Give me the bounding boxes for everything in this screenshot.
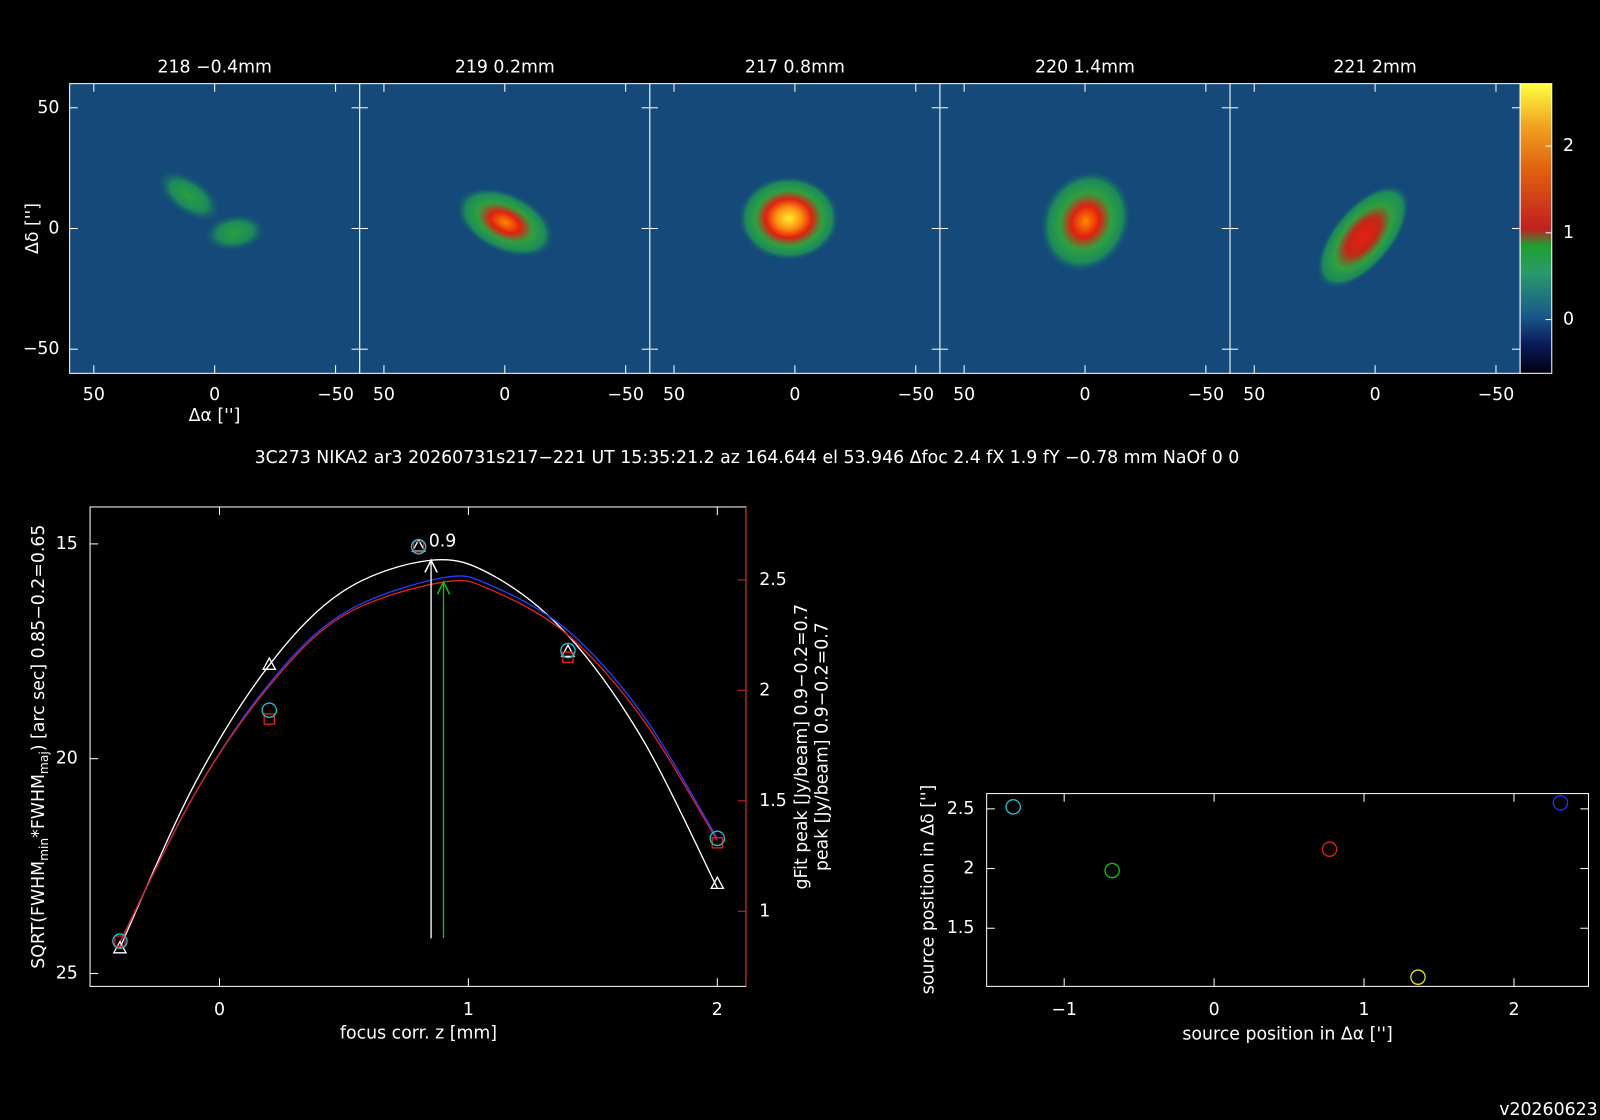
- x-tick-label: 50: [373, 385, 395, 405]
- point: [263, 713, 276, 725]
- panel-title: 217 0.8mm: [745, 57, 845, 77]
- x-tick-label: 2: [712, 1000, 723, 1020]
- y-tick-label: 1: [759, 901, 770, 921]
- y-tick-label: 2: [963, 859, 974, 879]
- panel-title: 220 1.4mm: [1035, 57, 1135, 77]
- point: [711, 837, 724, 849]
- y-axis-label-part: maj: [37, 751, 51, 774]
- x-tick-label: 50: [83, 385, 105, 405]
- fit-curve: [119, 579, 718, 943]
- y-tick-label: 2.5: [759, 570, 787, 590]
- y-tick-label: 2.5: [947, 799, 975, 819]
- x-tick-label: −50: [897, 385, 934, 405]
- x-tick-label: 0: [789, 385, 800, 405]
- point: [114, 935, 126, 947]
- x-tick-label: −1: [1051, 1000, 1077, 1020]
- y-axis-label-part: min: [37, 838, 51, 861]
- fit-curve: [119, 559, 718, 948]
- point: [560, 642, 576, 659]
- y-axis-label-part: SQRT(FWHM: [29, 861, 49, 969]
- x-tick-label: 0: [499, 385, 510, 405]
- panel-title: 221 2mm: [1333, 57, 1416, 77]
- y-tick-label: 2: [759, 680, 770, 700]
- x-tick-label: 0: [1370, 385, 1381, 405]
- fit-curve: [119, 575, 718, 943]
- point: [412, 540, 425, 553]
- point: [262, 656, 277, 670]
- point: [112, 933, 128, 949]
- y-tick-label: 20: [56, 749, 78, 769]
- point: [560, 643, 576, 658]
- source-blob: [455, 186, 555, 259]
- colorbar-frame: [1519, 83, 1553, 374]
- panel-title: 218 −0.4mm: [157, 57, 271, 77]
- point: [1321, 841, 1338, 858]
- y-axis-label: Δδ ['']: [23, 203, 43, 254]
- x-tick-label: 0: [1079, 385, 1090, 405]
- point: [709, 830, 726, 847]
- x-tick-label: −50: [1188, 385, 1225, 405]
- x-tick-label: −50: [607, 385, 644, 405]
- y-tick-label: −50: [23, 339, 60, 359]
- point: [411, 538, 426, 552]
- source-blob: [1316, 184, 1410, 289]
- colorbar-tick-label: 2: [1563, 136, 1574, 156]
- y-axis-label-part: *FWHM: [29, 774, 49, 838]
- x-axis-label: Δα ['']: [189, 406, 241, 426]
- x-tick-label: 50: [663, 385, 685, 405]
- y-tick-label: 1.5: [759, 791, 787, 811]
- version: v20260623: [1499, 1100, 1597, 1120]
- arrow-head: [436, 580, 451, 595]
- point: [1104, 862, 1120, 879]
- source-blob: [737, 175, 840, 262]
- y-axis-label: source position in Δδ ['']: [919, 785, 939, 995]
- arrow-head: [424, 558, 438, 573]
- y-tick-label: 25: [56, 963, 78, 983]
- x-tick-label: 50: [953, 385, 975, 405]
- x-tick-label: 0: [214, 1000, 225, 1020]
- x-tick-label: 0: [1209, 1000, 1220, 1020]
- y-tick-label: 0: [48, 218, 59, 238]
- y-tick-label: 50: [37, 98, 59, 118]
- panel-title: 219 0.2mm: [455, 57, 555, 77]
- y-axis-label: SQRT(FWHMmin*FWHMmaj) [arc sec] 0.85−0.2…: [29, 525, 51, 969]
- point: [562, 651, 574, 663]
- y2-axis-label: peak [Jy/beam] 0.9−0.2=0.7: [812, 622, 832, 871]
- x-tick-label: 1: [1359, 1000, 1370, 1020]
- point: [261, 702, 278, 719]
- plot-frame: [986, 793, 1589, 987]
- point: [1410, 969, 1426, 985]
- point: [1005, 799, 1022, 815]
- point: [1552, 795, 1569, 811]
- focus-annotation: 0.9: [429, 532, 457, 552]
- source-blob: [155, 168, 223, 224]
- x-tick-label: 1: [463, 1000, 474, 1020]
- point: [410, 538, 427, 555]
- header: 3C273 NIKA2 ar3 20260731s217−221 UT 15:3…: [255, 448, 1240, 468]
- colorbar-tick-label: 0: [1563, 310, 1574, 330]
- x-tick-label: 50: [1243, 385, 1265, 405]
- y-tick-label: 15: [56, 534, 78, 554]
- source-blob: [1039, 169, 1133, 274]
- x-tick-label: −50: [1478, 385, 1515, 405]
- y-axis-label-part: ) [arc sec] 0.85−0.2=0.65: [29, 525, 49, 752]
- y2-axis-label: gFit peak [Jy/beam] 0.9−0.2=0.7: [792, 604, 812, 890]
- colorbar: [1520, 83, 1552, 374]
- x-tick-label: −50: [317, 385, 354, 405]
- x-axis-label: source position in Δα ['']: [1182, 1024, 1392, 1044]
- y-tick-label: 1.5: [947, 918, 975, 938]
- source-blob: [202, 212, 268, 253]
- x-tick-label: 0: [209, 385, 220, 405]
- x-axis-label: focus corr. z [mm]: [340, 1023, 497, 1043]
- point: [710, 875, 725, 890]
- colorbar-tick-label: 1: [1563, 223, 1574, 243]
- x-tick-label: 2: [1508, 1000, 1519, 1020]
